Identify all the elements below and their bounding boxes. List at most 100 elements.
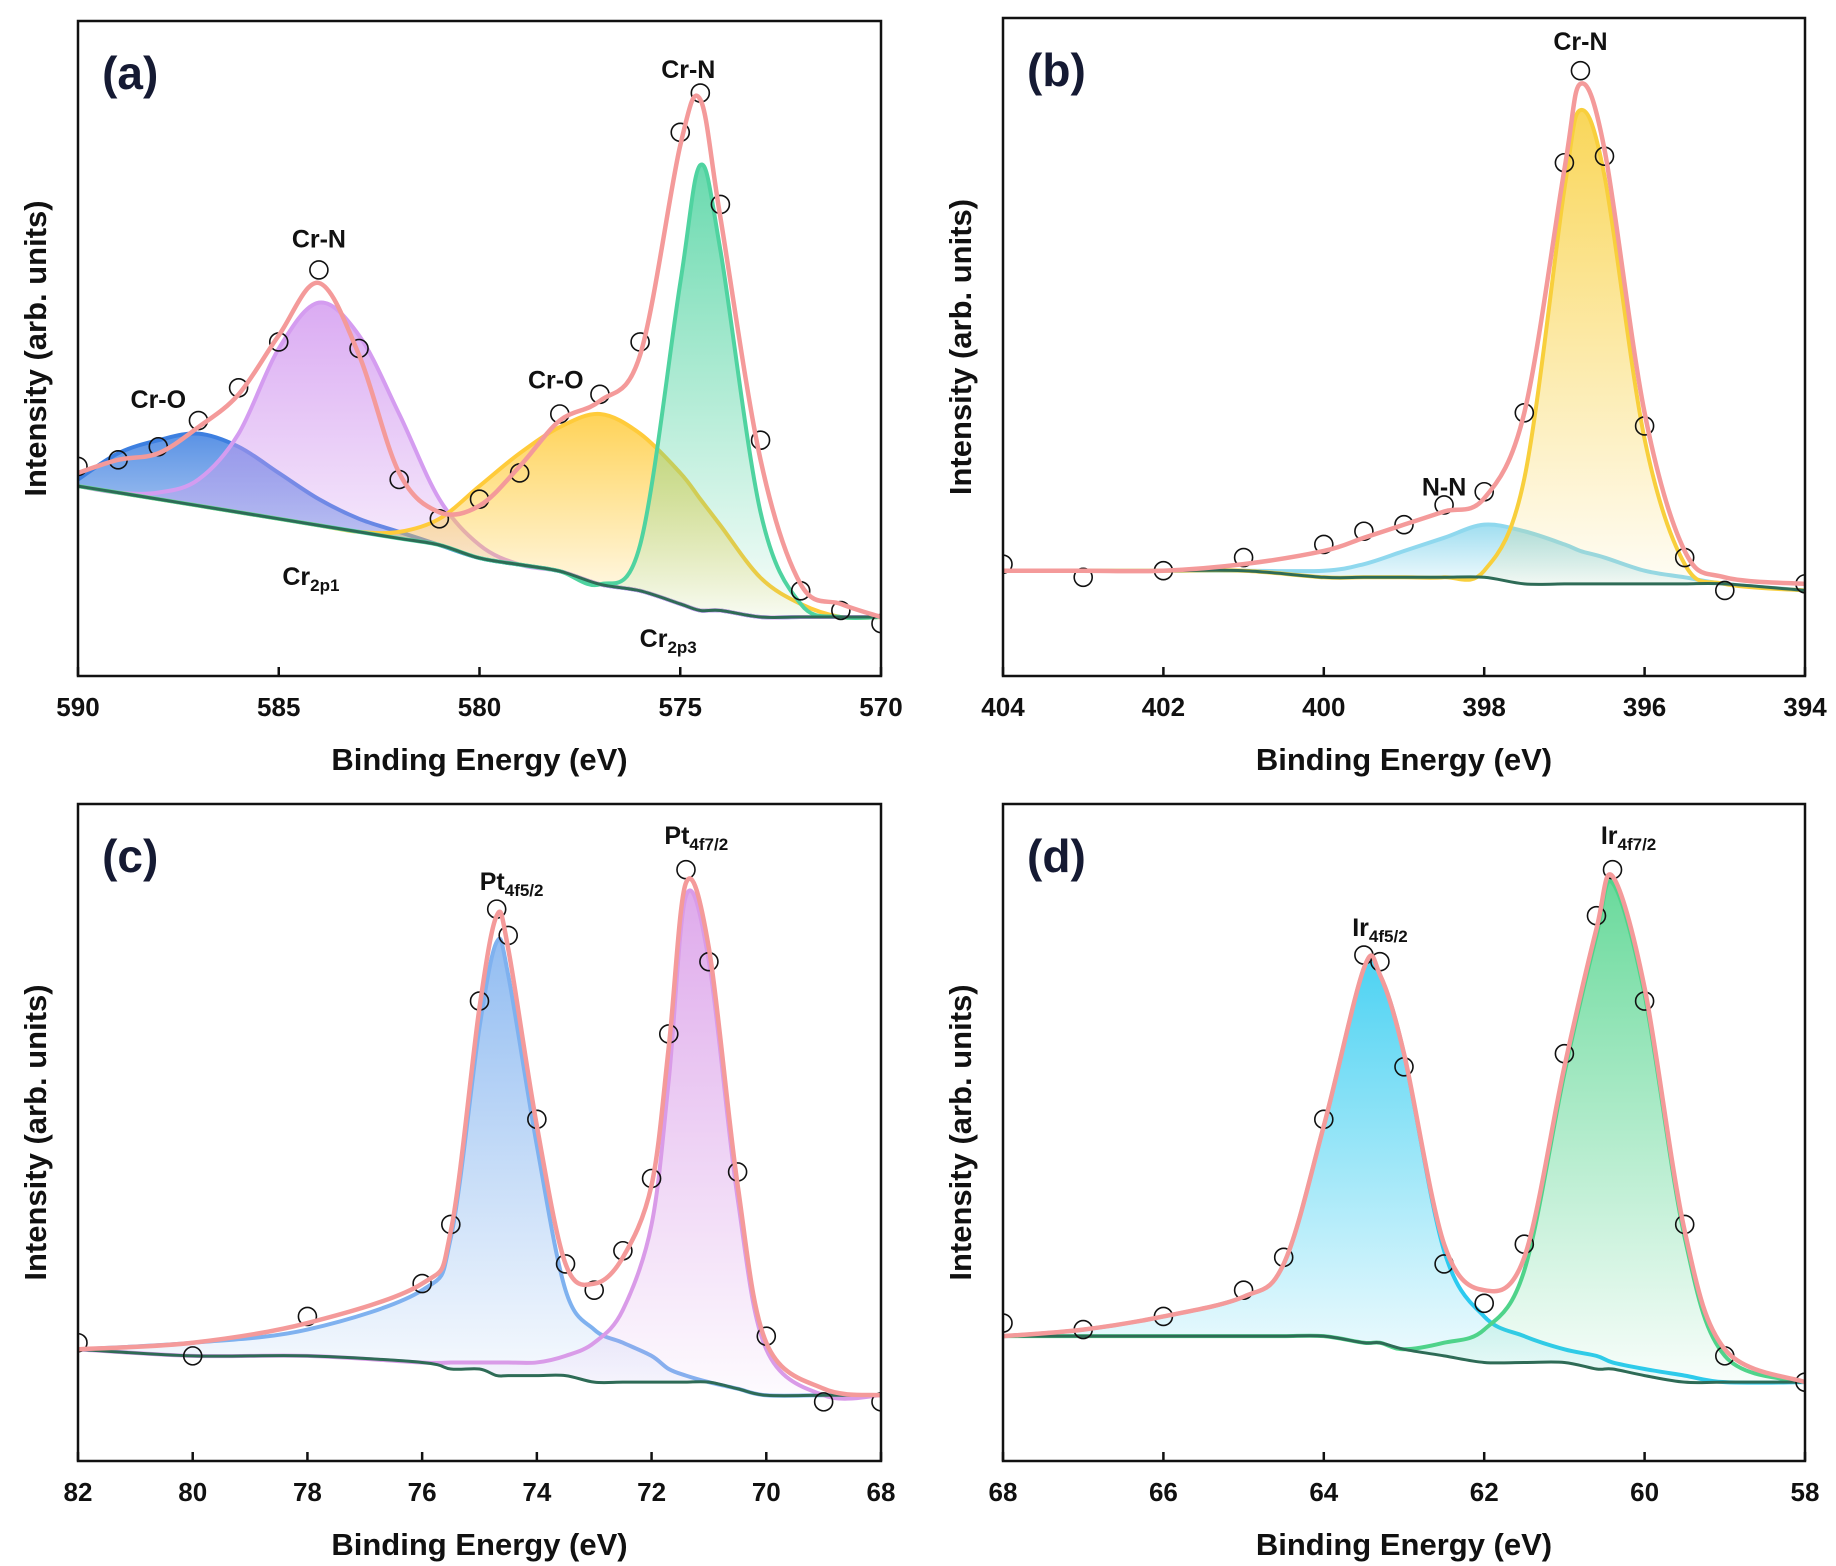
- peak-label-text: Ir: [1601, 821, 1618, 849]
- panel: 404 402 400 398 396 394 Binding Energy (eV) Int…: [943, 16, 1827, 777]
- plot-area: [1003, 60, 1805, 601]
- x-tick-label: 70: [752, 1477, 781, 1507]
- peak-label: Cr-O: [528, 366, 584, 394]
- peak-label-subscript: 4f5/2: [505, 881, 544, 900]
- x-tick-label: 62: [1470, 1477, 1499, 1507]
- data-point: [813, 1392, 834, 1412]
- data-point: [1354, 521, 1374, 542]
- x-axis-label: Binding Energy (eV): [1256, 742, 1552, 777]
- data-point: [1394, 514, 1414, 535]
- x-tick-label: 64: [1309, 1477, 1338, 1507]
- peak-label-text: Ir: [1352, 913, 1369, 941]
- background-line: [78, 1347, 881, 1398]
- fit-envelope: [1003, 872, 1805, 1385]
- x-tick-label: 585: [257, 692, 300, 722]
- data-point: [1233, 547, 1254, 568]
- data-point: [429, 508, 450, 529]
- data-point: [182, 1346, 203, 1366]
- data-point: [1474, 1293, 1494, 1314]
- background-line: [1003, 1334, 1805, 1385]
- plot-area: [78, 859, 881, 1412]
- background-line: [78, 484, 881, 620]
- data-point: [871, 613, 881, 634]
- x-tick-label: 590: [56, 692, 99, 722]
- fit-envelope: [1003, 81, 1805, 587]
- data-point: [1434, 495, 1454, 515]
- peak-label: Cr-O: [131, 386, 187, 414]
- y-axis-label: Intensity (arb. units): [943, 199, 978, 495]
- x-tick-label: 68: [989, 1477, 1018, 1507]
- peak-label-subscript: 4f7/2: [1618, 835, 1657, 854]
- x-tick-label: 76: [408, 1477, 437, 1507]
- panel-label: (d): [1027, 830, 1086, 882]
- plot-frame: [1001, 802, 1807, 1463]
- fit-envelope: [78, 876, 881, 1398]
- peak-label-text: Pt: [664, 821, 690, 849]
- plot-area: [1003, 859, 1805, 1392]
- x-tick-label: 78: [293, 1477, 322, 1507]
- peak-label: Cr-N: [661, 55, 715, 83]
- component-area: [1003, 880, 1805, 1383]
- x-axis-label: Binding Energy (eV): [1256, 1527, 1552, 1562]
- data-point: [1073, 567, 1093, 588]
- data-point: [78, 456, 88, 477]
- peak-label-text: Cr-O: [131, 386, 187, 414]
- x-tick-label: 575: [659, 692, 702, 722]
- x-tick-label: 398: [1463, 692, 1506, 722]
- peak-label-text: Cr: [282, 562, 310, 590]
- plot-frame: [1001, 16, 1807, 678]
- data-point: [309, 260, 329, 280]
- data-point: [831, 600, 851, 621]
- peak-label: Cr2p3: [640, 625, 697, 658]
- plot-area: [78, 83, 881, 634]
- panel-label: (a): [102, 47, 158, 99]
- peak-label: Cr-N: [1553, 28, 1607, 56]
- x-tick-label: 394: [1783, 692, 1827, 722]
- x-tick-label: 60: [1630, 1477, 1659, 1507]
- panel-label: (b): [1027, 44, 1086, 96]
- panel: 68 66 64 62 60 58 Binding Energy (eV) Intensity…: [943, 802, 1819, 1562]
- data-point: [1003, 1313, 1013, 1333]
- peak-label-text: Pt: [480, 867, 506, 895]
- peak-label: Cr2p1: [282, 562, 339, 595]
- y-axis-label: Intensity (arb. units): [18, 200, 53, 496]
- x-tick-label: 82: [64, 1477, 93, 1507]
- peak-label: Pt4f7/2: [664, 821, 728, 854]
- peak-label: N-N: [1422, 473, 1466, 501]
- x-tick-label: 68: [867, 1477, 896, 1507]
- data-point: [1570, 60, 1591, 81]
- peak-label-subscript: 4f5/2: [1369, 927, 1408, 946]
- peak-label: Ir4f5/2: [1352, 913, 1407, 946]
- component-line: [1003, 107, 1805, 593]
- component-area: [1003, 109, 1805, 591]
- plot-frame: [76, 802, 883, 1463]
- peak-label-text: Cr-N: [1553, 28, 1607, 56]
- data-point: [1314, 534, 1334, 555]
- data-point: [871, 1392, 881, 1412]
- x-tick-label: 570: [859, 692, 902, 722]
- x-tick-label: 402: [1142, 692, 1185, 722]
- data-point: [1795, 1372, 1805, 1392]
- y-axis-label: Intensity (arb. units): [943, 984, 978, 1280]
- x-axis-label: Binding Energy (eV): [331, 742, 627, 777]
- panel: 82 80 78 76 74 72 70 68 Binding Energy (eV) Inten…: [18, 802, 896, 1562]
- data-point: [1715, 580, 1735, 601]
- component-area: [78, 938, 881, 1396]
- peak-label-text: Cr: [640, 625, 668, 653]
- peak-label: Cr-N: [292, 225, 346, 253]
- peak-label-subscript: 2p3: [667, 638, 696, 657]
- data-point: [297, 1306, 318, 1327]
- x-axis-label: Binding Energy (eV): [331, 1527, 627, 1562]
- component-area: [78, 890, 881, 1399]
- data-point: [412, 1273, 432, 1294]
- peak-label-text: N-N: [1422, 473, 1466, 501]
- component-area: [78, 164, 881, 619]
- peak-label-text: Cr-N: [661, 55, 715, 83]
- x-tick-label: 74: [522, 1477, 551, 1507]
- data-point: [1003, 554, 1013, 574]
- peak-label-subscript: 2p1: [310, 576, 339, 595]
- peak-label-text: Cr-O: [528, 366, 584, 394]
- panel: 590 585 580 575 570 Binding Energy (eV) Intens…: [18, 19, 903, 777]
- x-tick-label: 80: [178, 1477, 207, 1507]
